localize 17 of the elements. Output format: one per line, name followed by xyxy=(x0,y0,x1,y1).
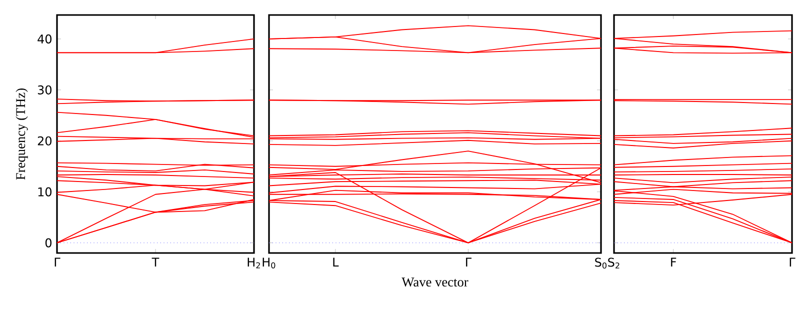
x-tick-label: Γ xyxy=(54,258,60,266)
x-tick-label: T xyxy=(152,258,160,266)
x-tick-label: Γ xyxy=(790,258,796,266)
x-axis-title: Wave vector xyxy=(402,278,468,287)
x-tick-label: H$_{2}$ xyxy=(248,258,260,268)
y-tick-label: 0 xyxy=(45,238,52,248)
x-tick-label: S$_{2}$ xyxy=(608,258,620,268)
x-tick-label: S$_{0}$ xyxy=(595,258,606,269)
x-tick-label: F xyxy=(671,258,676,266)
y-tick-label: 20 xyxy=(38,136,52,146)
y-tick-label: 40 xyxy=(38,34,52,44)
y-tick-label: 30 xyxy=(38,85,52,94)
x-tick-label: L xyxy=(333,258,339,266)
x-tick-label: Γ xyxy=(466,258,472,266)
y-tick-label: 10 xyxy=(38,187,52,196)
x-tick-label: H$_{0}$ xyxy=(262,258,276,268)
y-axis-title: Frequency (THz) xyxy=(16,88,28,180)
